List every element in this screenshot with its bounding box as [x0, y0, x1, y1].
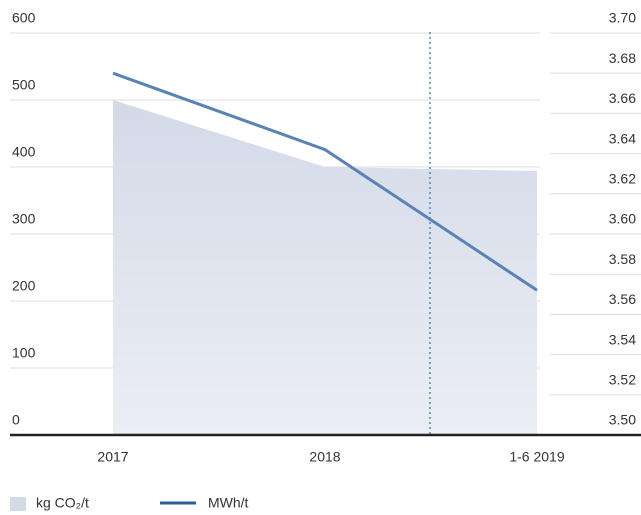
legend-label: MWh/t	[208, 495, 249, 511]
y2-tick-label: 3.64	[609, 130, 636, 146]
y2-tick-label: 3.56	[609, 291, 636, 307]
x-tick-label: 1-6 2019	[509, 449, 564, 465]
y2-tick-label: 3.60	[609, 211, 636, 227]
legend-label: kg CO₂/t	[36, 495, 89, 511]
y2-tick-label: 3.62	[609, 171, 636, 187]
y2-tick-label: 3.54	[609, 331, 636, 347]
grid	[10, 32, 641, 396]
line	[112, 71, 538, 292]
y2-tick-label: 3.52	[609, 372, 636, 388]
y-tick-label: 600	[12, 10, 36, 26]
y-tick-label: 500	[12, 77, 36, 93]
marks	[112, 71, 538, 435]
y2-tick-label: 3.66	[609, 90, 636, 106]
y-tick-label: 200	[12, 278, 36, 294]
legend-swatch	[10, 497, 26, 511]
y2-tick-label: 3.68	[609, 50, 636, 66]
x-tick-label: 2017	[97, 449, 128, 465]
y-tick-label: 300	[12, 211, 36, 227]
y-tick-label: 100	[12, 345, 36, 361]
y-tick-label: 0	[12, 412, 20, 428]
y-tick-label: 400	[12, 144, 36, 160]
y2-tick-label: 3.50	[609, 412, 636, 428]
y2-tick-label: 3.58	[609, 251, 636, 267]
x-tick-label: 2018	[309, 449, 340, 465]
y2-tick-label: 3.70	[609, 10, 636, 26]
area-fade	[113, 100, 537, 435]
